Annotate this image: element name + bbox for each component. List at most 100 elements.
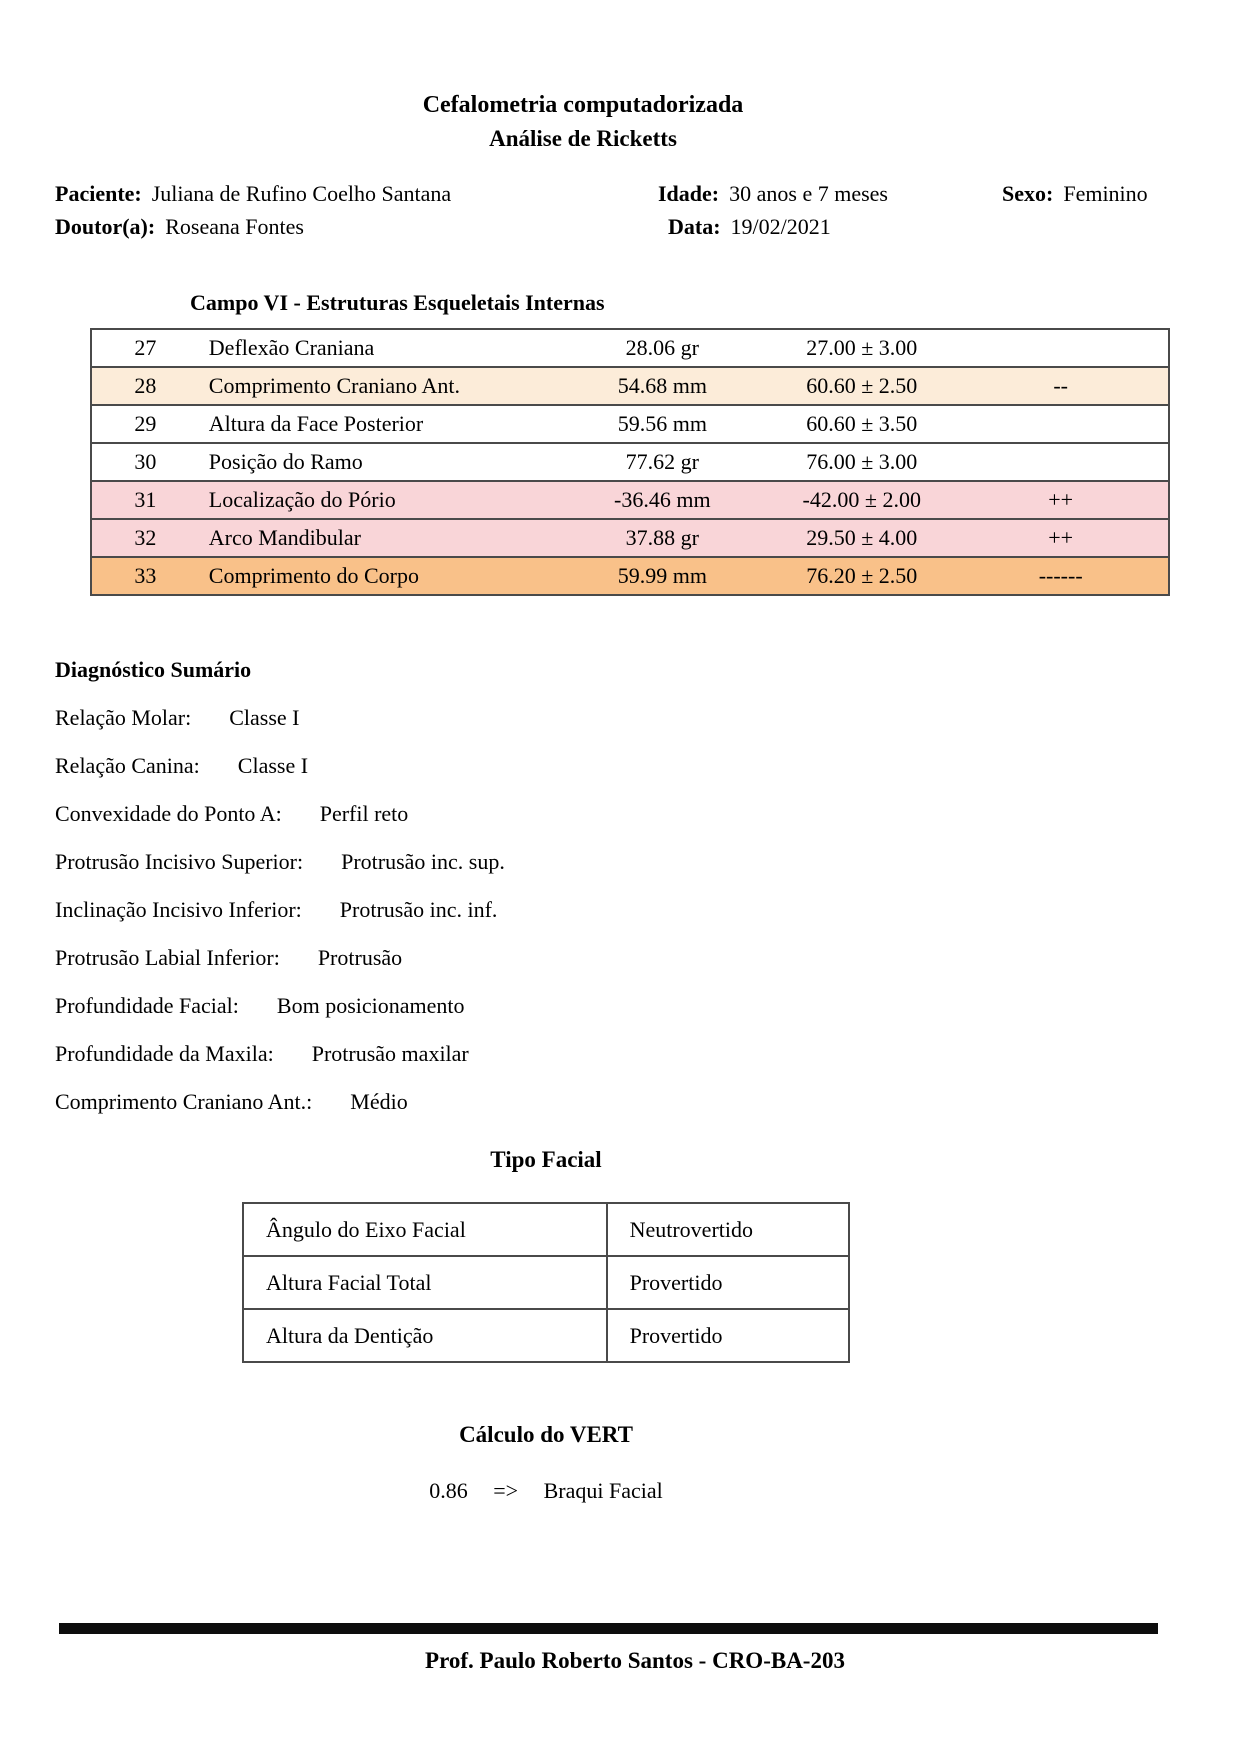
age-label: Idade: — [658, 181, 720, 206]
diagnosis-item: Relação Canina: Classe I — [55, 742, 855, 790]
diagnosis-list: Relação Molar: Classe I Relação Canina: Cla… — [55, 694, 855, 1126]
row-number: 27 — [90, 328, 199, 368]
deviation-flag: ++ — [953, 480, 1170, 520]
measure-name: Altura da Face Posterior — [198, 404, 555, 444]
footer-signature: Prof. Paulo Roberto Santos - CRO-BA-203 — [425, 1648, 845, 1673]
doctor-label: Doutor(a): — [55, 214, 156, 239]
vert-value: 0.86 — [429, 1478, 468, 1503]
deviation-flag — [953, 442, 1170, 482]
campo-table-row: 28 Comprimento Craniano Ant. 54.68 mm 60.60… — [90, 366, 1170, 406]
facial-type-value: Neutrovertido — [605, 1202, 851, 1257]
measure-name: Arco Mandibular — [198, 518, 555, 558]
sex-label: Sexo: — [1002, 181, 1054, 206]
facial-measure-label: Altura da Dentição — [242, 1308, 608, 1363]
facial-type-value: Provertido — [605, 1308, 851, 1363]
date-value: 19/02/2021 — [730, 214, 831, 239]
diagnosis-item: Convexidade do Ponto A: Perfil reto — [55, 790, 855, 838]
deviation-flag — [953, 328, 1170, 368]
norm-value: 27.00 ± 3.00 — [770, 328, 954, 368]
vert-section-title: Cálculo do VERT — [459, 1422, 633, 1447]
measured-value: 37.88 gr — [554, 518, 771, 558]
sex-field: Sexo: Feminino — [1002, 181, 1148, 207]
row-number: 32 — [90, 518, 199, 558]
diagnosis-value: Perfil reto — [319, 801, 409, 826]
campo-table-row: 32 Arco Mandibular 37.88 gr 29.50 ± 4.00 ++ — [90, 518, 1170, 558]
age-value: 30 anos e 7 meses — [729, 181, 888, 206]
deviation-flag: ------ — [953, 556, 1170, 596]
norm-value: 60.60 ± 2.50 — [770, 366, 954, 406]
deviation-flag: -- — [953, 366, 1170, 406]
document-title: Cefalometria computadorizada — [422, 92, 744, 118]
norm-value: -42.00 ± 2.00 — [770, 480, 954, 520]
measured-value: 28.06 gr — [554, 328, 771, 368]
diagnosis-label: Protrusão Incisivo Superior: — [55, 849, 304, 874]
patient-value: Juliana de Rufino Coelho Santana — [151, 181, 452, 206]
measure-name: Comprimento do Corpo — [198, 556, 555, 596]
row-number: 31 — [90, 480, 199, 520]
diagnosis-label: Profundidade da Maxila: — [55, 1041, 274, 1066]
footer-rule — [59, 1623, 1158, 1634]
facial-table-body: Ângulo do Eixo Facial Neutrovertido Altura… — [242, 1202, 851, 1363]
patient-field: Paciente: Juliana de Rufino Coelho Santan… — [55, 181, 451, 207]
norm-value: 60.60 ± 3.50 — [770, 404, 954, 444]
diagnosis-item: Profundidade Facial: Bom posicionamento — [55, 982, 855, 1030]
measured-value: 54.68 mm — [554, 366, 771, 406]
diagnosis-item: Protrusão Incisivo Superior: Protrusão in… — [55, 838, 855, 886]
diagnosis-label: Convexidade do Ponto A: — [55, 801, 282, 826]
diagnosis-value: Médio — [350, 1089, 408, 1114]
facial-type-row: Altura da Dentição Provertido — [242, 1308, 851, 1363]
diagnosis-value: Protrusão maxilar — [311, 1041, 469, 1066]
diagnosis-label: Profundidade Facial: — [55, 993, 239, 1018]
row-number: 30 — [90, 442, 199, 482]
facial-type-row: Ângulo do Eixo Facial Neutrovertido — [242, 1202, 851, 1257]
row-number: 29 — [90, 404, 199, 444]
campo-table-row: 29 Altura da Face Posterior 59.56 mm 60.60 … — [90, 404, 1170, 444]
campo-table-body: 27 Deflexão Craniana 28.06 gr 27.00 ± 3.00 2… — [90, 328, 1170, 596]
patient-label: Paciente: — [55, 181, 142, 206]
document-subtitle: Análise de Ricketts — [489, 126, 677, 151]
diagnosis-item: Inclinação Incisivo Inferior: Protrusão i… — [55, 886, 855, 934]
norm-value: 76.00 ± 3.00 — [770, 442, 954, 482]
campo-table-row: 33 Comprimento do Corpo 59.99 mm 76.20 ± 2.… — [90, 556, 1170, 596]
diagnosis-label: Relação Molar: — [55, 705, 192, 730]
measured-value: 59.99 mm — [554, 556, 771, 596]
doctor-field: Doutor(a): Roseana Fontes — [55, 214, 304, 240]
deviation-flag: ++ — [953, 518, 1170, 558]
diagnosis-item: Relação Molar: Classe I — [55, 694, 855, 742]
doctor-value: Roseana Fontes — [165, 214, 304, 239]
facial-measure-label: Altura Facial Total — [242, 1255, 608, 1310]
diagnosis-title: Diagnóstico Sumário — [55, 657, 252, 682]
row-number: 33 — [90, 556, 199, 596]
facial-type-title: Tipo Facial — [490, 1147, 602, 1172]
date-label: Data: — [668, 214, 721, 239]
sex-value: Feminino — [1063, 181, 1148, 206]
campo-table: 27 Deflexão Craniana 28.06 gr 27.00 ± 3.00 2… — [90, 328, 1170, 596]
vert-result: Braqui Facial — [543, 1478, 663, 1503]
age-field: Idade: 30 anos e 7 meses — [658, 181, 888, 207]
diagnosis-label: Comprimento Craniano Ant.: — [55, 1089, 313, 1114]
date-field: Data: 19/02/2021 — [668, 214, 831, 240]
measured-value: 59.56 mm — [554, 404, 771, 444]
facial-type-value: Provertido — [605, 1255, 851, 1310]
measured-value: -36.46 mm — [554, 480, 771, 520]
diagnosis-value: Bom posicionamento — [276, 993, 465, 1018]
campo-table-row: 31 Localização do Pório -36.46 mm -42.00 ± … — [90, 480, 1170, 520]
deviation-flag — [953, 404, 1170, 444]
campo-section-title: Campo VI - Estruturas Esqueletais Intern… — [190, 290, 605, 315]
facial-type-table: Ângulo do Eixo Facial Neutrovertido Altura… — [242, 1202, 851, 1363]
diagnosis-label: Inclinação Incisivo Inferior: — [55, 897, 302, 922]
diagnosis-item: Profundidade da Maxila: Protrusão maxilar — [55, 1030, 855, 1078]
measured-value: 77.62 gr — [554, 442, 771, 482]
diagnosis-label: Protrusão Labial Inferior: — [55, 945, 280, 970]
diagnosis-value: Protrusão — [317, 945, 403, 970]
measure-name: Posição do Ramo — [198, 442, 555, 482]
measure-name: Deflexão Craniana — [198, 328, 555, 368]
diagnosis-value: Classe I — [229, 705, 300, 730]
campo-table-row: 27 Deflexão Craniana 28.06 gr 27.00 ± 3.00 — [90, 328, 1170, 368]
measure-name: Comprimento Craniano Ant. — [198, 366, 555, 406]
diagnosis-value: Classe I — [237, 753, 309, 778]
diagnosis-item: Comprimento Craniano Ant.: Médio — [55, 1078, 855, 1126]
diagnosis-value: Protrusão inc. sup. — [341, 849, 505, 874]
facial-type-row: Altura Facial Total Provertido — [242, 1255, 851, 1310]
